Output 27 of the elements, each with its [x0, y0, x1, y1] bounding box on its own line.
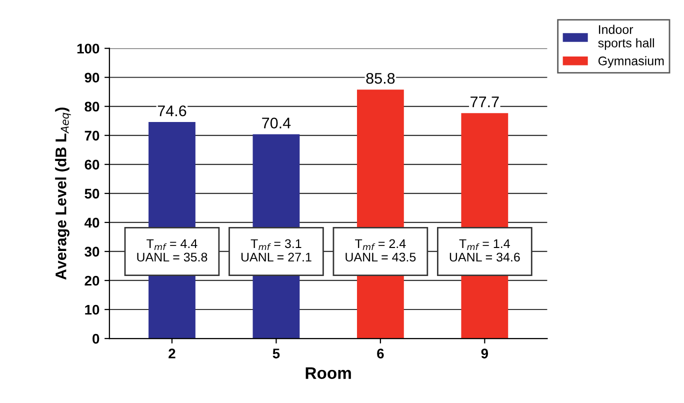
x-tick-label: 5 — [272, 348, 280, 358]
annotation: T$_{mf}$ = 4.4 UANL = 35.8 — [137, 239, 208, 262]
y-tick-label: 30 — [84, 246, 100, 257]
data-label: 74.6 — [158, 105, 186, 116]
y-tick-label: 60 — [84, 160, 100, 170]
y-tick-label: 10 — [85, 304, 100, 315]
annotation: T$_{mf}$ = 1.4 UANL = 34.6 — [450, 239, 520, 262]
data-label: 70.4 — [262, 118, 291, 128]
x-axis-title: Room — [306, 367, 351, 379]
legend-label: Gymnasium — [598, 56, 664, 68]
y-tick-label: 90 — [84, 72, 100, 83]
data-label: 85.8 — [366, 72, 395, 84]
y-tick-label: 100 — [77, 44, 100, 54]
data-label: 77.7 — [470, 96, 499, 108]
y-tick-label: 20 — [84, 276, 100, 286]
annotation: T$_{mf}$ = 3.1 UANL = 27.1 — [241, 239, 312, 262]
y-tick-label: 0 — [92, 334, 100, 344]
annotation: T$_{mf}$ = 2.4 UANL = 43.5 — [346, 239, 416, 262]
x-tick-label: 6 — [377, 348, 384, 358]
x-tick-label: 2 — [168, 348, 176, 358]
y-tick-label: 70 — [84, 130, 100, 141]
legend-label: Indoor sports hall — [598, 24, 654, 50]
y-tick-label: 50 — [84, 188, 100, 199]
y-tick-label: 40 — [84, 218, 100, 228]
y-axis-title: Average Level (dB L$_{Aeq}$) — [55, 108, 71, 280]
x-tick-label: 9 — [481, 348, 488, 358]
y-tick-label: 80 — [84, 102, 100, 112]
